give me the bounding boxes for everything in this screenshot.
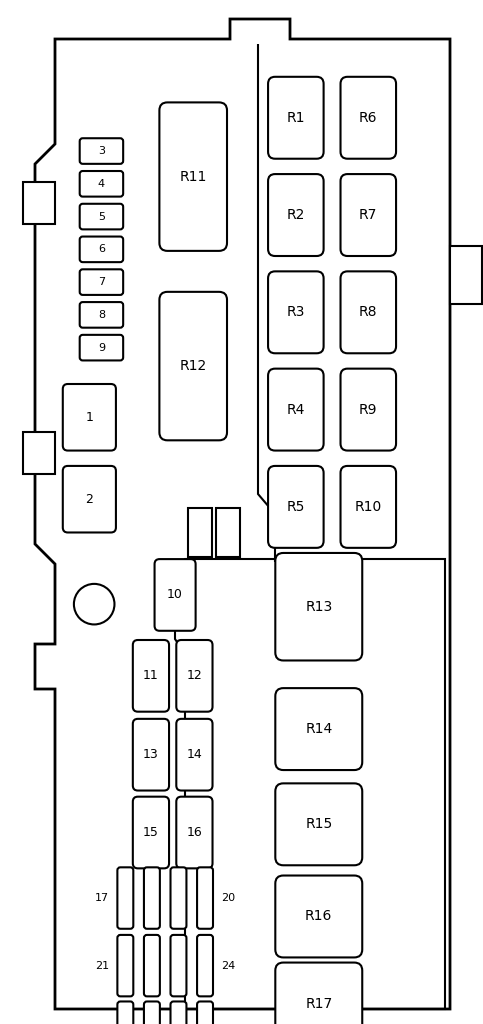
Text: R14: R14 [305,722,332,736]
Text: R1: R1 [286,111,305,125]
Bar [216,508,240,557]
Text: R11: R11 [180,170,207,183]
Text: R3: R3 [286,305,305,319]
FancyBboxPatch shape [80,237,123,262]
Text: R6: R6 [359,111,378,125]
FancyBboxPatch shape [275,783,362,865]
Text: 8: 8 [98,310,105,319]
FancyBboxPatch shape [275,553,362,660]
FancyBboxPatch shape [80,302,123,328]
FancyBboxPatch shape [341,174,396,256]
FancyBboxPatch shape [170,935,186,996]
FancyBboxPatch shape [275,688,362,770]
FancyBboxPatch shape [80,138,123,164]
FancyBboxPatch shape [341,369,396,451]
FancyBboxPatch shape [80,335,123,360]
Text: R17: R17 [305,996,332,1011]
FancyBboxPatch shape [133,640,169,712]
Text: R16: R16 [305,909,332,924]
FancyBboxPatch shape [155,559,196,631]
Text: R10: R10 [355,500,382,514]
Text: 1: 1 [85,411,93,424]
Text: 11: 11 [143,670,159,682]
Text: 17: 17 [95,893,109,903]
Text: R5: R5 [286,500,305,514]
FancyBboxPatch shape [63,384,116,451]
FancyBboxPatch shape [268,466,324,548]
Text: 10: 10 [167,589,183,601]
FancyBboxPatch shape [144,935,160,996]
Bar [23,182,55,224]
Text: 15: 15 [143,826,159,839]
Text: 14: 14 [186,749,202,761]
FancyBboxPatch shape [133,797,169,868]
FancyBboxPatch shape [176,719,213,791]
PathPatch shape [35,19,450,1009]
Text: 2: 2 [85,493,93,506]
Text: 24: 24 [221,961,235,971]
Bar [23,432,55,474]
Text: 16: 16 [186,826,202,839]
FancyBboxPatch shape [268,174,324,256]
Text: 13: 13 [143,749,159,761]
Text: 3: 3 [98,146,105,156]
Text: R8: R8 [359,305,378,319]
Text: R13: R13 [305,600,332,613]
FancyBboxPatch shape [117,867,133,929]
FancyBboxPatch shape [176,640,213,712]
Text: R9: R9 [359,402,378,417]
FancyBboxPatch shape [197,935,213,996]
Text: 7: 7 [98,278,105,287]
FancyBboxPatch shape [341,271,396,353]
FancyBboxPatch shape [268,271,324,353]
FancyBboxPatch shape [117,1001,133,1024]
Text: R4: R4 [286,402,305,417]
FancyBboxPatch shape [133,719,169,791]
Bar [188,508,212,557]
FancyBboxPatch shape [80,204,123,229]
Text: R2: R2 [286,208,305,222]
Circle shape [74,584,114,625]
Text: 12: 12 [186,670,202,682]
FancyBboxPatch shape [268,77,324,159]
FancyBboxPatch shape [159,292,227,440]
FancyBboxPatch shape [268,369,324,451]
FancyBboxPatch shape [144,1001,160,1024]
Text: 5: 5 [98,212,105,221]
FancyBboxPatch shape [341,77,396,159]
FancyBboxPatch shape [170,867,186,929]
FancyBboxPatch shape [197,1001,213,1024]
FancyBboxPatch shape [197,867,213,929]
Text: 4: 4 [98,179,105,188]
Bar [450,246,482,304]
Text: 20: 20 [221,893,235,903]
Text: R7: R7 [359,208,378,222]
Text: 6: 6 [98,245,105,254]
Text: 9: 9 [98,343,105,352]
FancyBboxPatch shape [275,963,362,1024]
FancyBboxPatch shape [275,876,362,957]
FancyBboxPatch shape [80,171,123,197]
FancyBboxPatch shape [63,466,116,532]
FancyBboxPatch shape [117,935,133,996]
Text: R12: R12 [180,359,207,373]
FancyBboxPatch shape [170,1001,186,1024]
Text: R15: R15 [305,817,332,831]
FancyBboxPatch shape [144,867,160,929]
FancyBboxPatch shape [176,797,213,868]
Text: 21: 21 [95,961,109,971]
FancyBboxPatch shape [159,102,227,251]
FancyBboxPatch shape [80,269,123,295]
FancyBboxPatch shape [341,466,396,548]
